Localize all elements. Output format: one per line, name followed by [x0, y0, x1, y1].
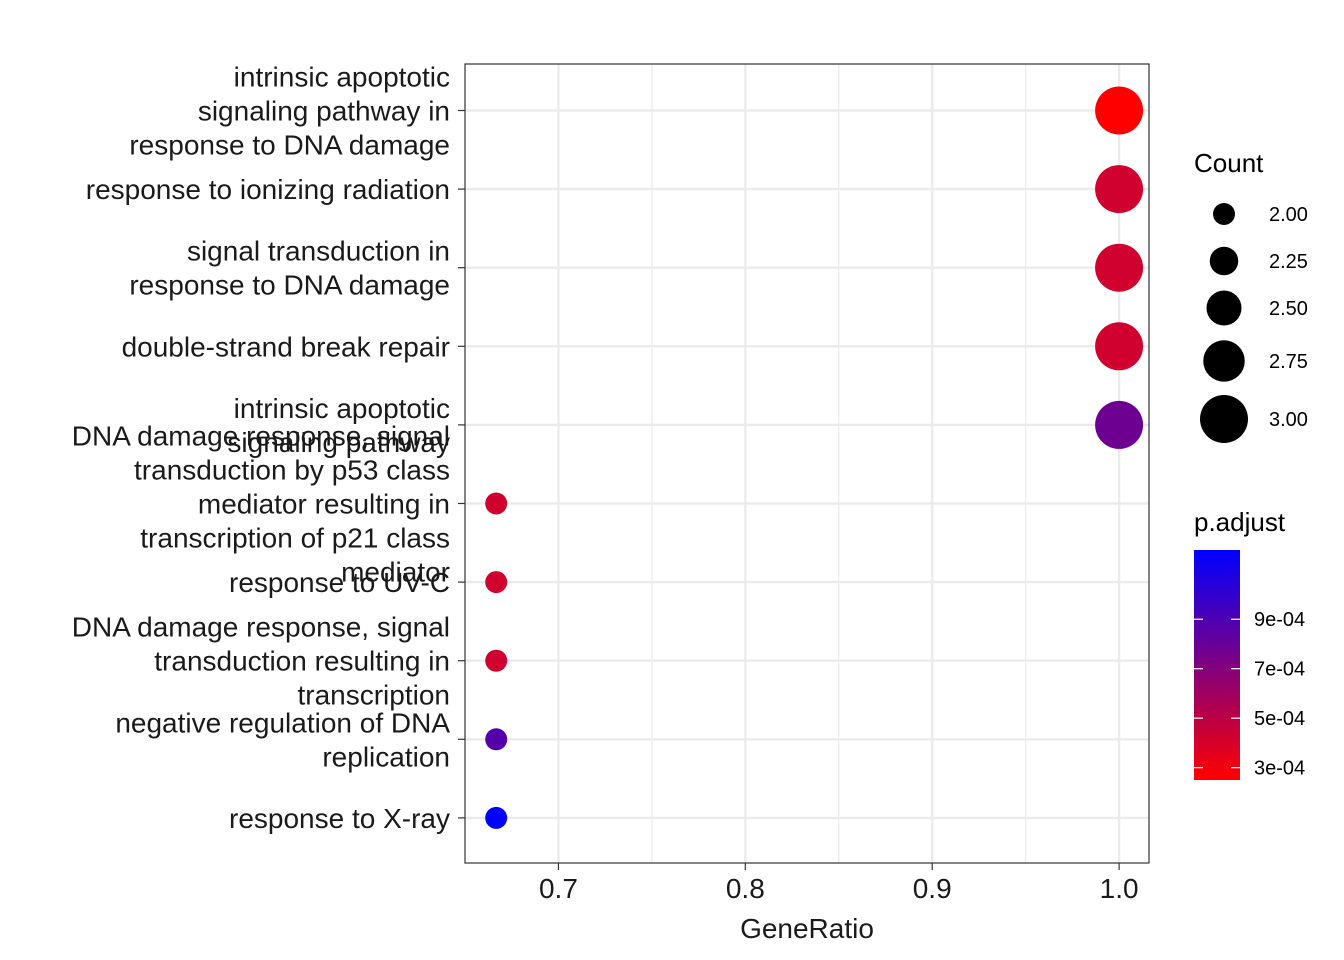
- data-point: [1095, 322, 1144, 371]
- y-tick-label: intrinsic apoptotic signaling pathway in r…: [129, 62, 450, 161]
- x-axis-title: GeneRatio: [740, 913, 874, 944]
- data-point: [1095, 243, 1144, 292]
- data-point: [485, 806, 508, 829]
- data-point: [1095, 400, 1144, 449]
- count-legend-key: [1203, 340, 1245, 382]
- p-adjust-legend: p.adjust 3e-04 5e-04 7e-04 9e-04: [1194, 507, 1305, 780]
- y-tick-label: response to UV-C: [229, 567, 450, 598]
- count-legend-title: Count: [1194, 148, 1264, 178]
- y-tick-label: intrinsic apoptotic signaling pathway: [227, 393, 450, 458]
- x-tick-label: 0.7: [539, 873, 578, 904]
- p-adjust-legend-title: p.adjust: [1194, 507, 1286, 537]
- data-point: [485, 492, 508, 515]
- data-point: [485, 649, 508, 672]
- y-axis: intrinsic apoptotic signaling pathway in r…: [72, 62, 465, 834]
- y-tick-label: response to ionizing radiation: [86, 174, 450, 205]
- data-point: [485, 728, 508, 751]
- data-point: [485, 571, 508, 594]
- grid-lines: [465, 64, 1149, 863]
- count-legend: Count 2.00 2.25 2.50 2.75 3.00: [1194, 148, 1308, 443]
- data-point: [1095, 86, 1144, 135]
- y-tick-label: response to X-ray: [229, 803, 450, 834]
- p-adjust-legend-label: 9e-04: [1254, 609, 1305, 631]
- count-legend-key: [1200, 395, 1248, 443]
- count-legend-label: 2.00: [1269, 204, 1308, 226]
- count-legend-label: 2.25: [1269, 251, 1308, 273]
- x-axis: 0.7 0.8 0.9 1.0: [539, 863, 1139, 904]
- p-adjust-colorbar: [1194, 550, 1240, 780]
- y-tick-label: DNA damage response, signal transduction …: [72, 421, 450, 588]
- count-legend-key: [1213, 203, 1235, 225]
- count-legend-label: 3.00: [1269, 409, 1308, 431]
- count-legend-label: 2.75: [1269, 351, 1308, 373]
- y-tick-label: double-strand break repair: [122, 331, 450, 362]
- count-legend-key: [1206, 290, 1242, 326]
- y-tick-label: DNA damage response, signal transduction …: [72, 612, 450, 711]
- data-point: [1095, 165, 1144, 214]
- data-points: [485, 86, 1144, 829]
- p-adjust-legend-label: 3e-04: [1254, 758, 1305, 780]
- x-tick-label: 1.0: [1100, 873, 1139, 904]
- x-tick-label: 0.9: [913, 873, 952, 904]
- y-tick-label: negative regulation of DNA replication: [115, 707, 450, 772]
- count-legend-label: 2.50: [1269, 298, 1308, 320]
- panel-border: [464, 63, 1150, 864]
- y-tick-label: signal transduction in response to DNA da…: [129, 236, 450, 301]
- p-adjust-legend-label: 5e-04: [1254, 708, 1305, 730]
- x-tick-label: 0.8: [726, 873, 765, 904]
- count-legend-key: [1209, 246, 1239, 276]
- p-adjust-legend-label: 7e-04: [1254, 659, 1305, 681]
